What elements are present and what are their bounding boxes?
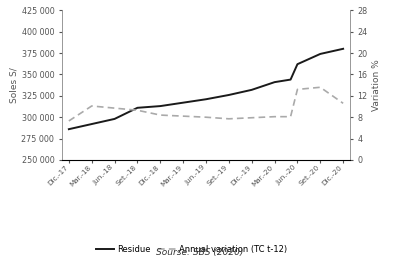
Residue — [89, 123, 94, 126]
Annual variation (TC t-12) — [226, 117, 231, 120]
Annual variation (TC t-12) — [66, 119, 71, 123]
Line: Annual variation (TC t-12): Annual variation (TC t-12) — [69, 87, 343, 121]
Residue — [112, 117, 117, 120]
Line: Residue: Residue — [69, 49, 343, 129]
Annual variation (TC t-12) — [181, 115, 186, 118]
Annual variation (TC t-12) — [89, 104, 94, 108]
Residue — [135, 106, 140, 109]
Legend: Residue, Annual variation (TC t-12): Residue, Annual variation (TC t-12) — [92, 242, 291, 257]
Annual variation (TC t-12) — [204, 116, 208, 119]
Residue — [66, 128, 71, 131]
Residue — [249, 88, 254, 91]
Annual variation (TC t-12) — [288, 115, 293, 118]
Y-axis label: Soles S/: Soles S/ — [10, 67, 19, 103]
Residue — [181, 101, 186, 104]
Annual variation (TC t-12) — [249, 116, 254, 119]
Annual variation (TC t-12) — [272, 115, 277, 118]
Annual variation (TC t-12) — [135, 109, 140, 112]
Annual variation (TC t-12) — [318, 86, 323, 89]
Residue — [341, 47, 346, 50]
Residue — [158, 104, 163, 108]
Residue — [204, 98, 208, 101]
Annual variation (TC t-12) — [158, 114, 163, 117]
Residue — [226, 93, 231, 96]
Y-axis label: Variation %: Variation % — [372, 59, 381, 111]
Residue — [295, 63, 300, 66]
Residue — [318, 52, 323, 55]
Text: Sourse: SBS (2020): Sourse: SBS (2020) — [156, 248, 244, 257]
Annual variation (TC t-12) — [295, 88, 300, 91]
Residue — [272, 80, 277, 84]
Residue — [288, 78, 293, 81]
Annual variation (TC t-12) — [341, 102, 346, 105]
Annual variation (TC t-12) — [112, 107, 117, 110]
